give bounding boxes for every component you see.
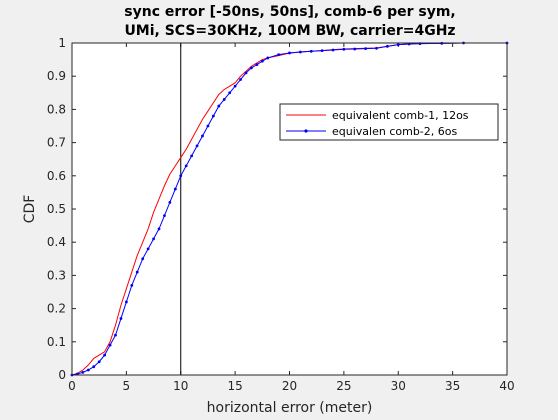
data-point [168, 200, 172, 204]
legend-label: equivalent comb-1, 12os [332, 109, 469, 122]
legend-marker [304, 129, 308, 133]
data-point [124, 300, 128, 304]
x-axis-label: horizontal error (meter) [207, 400, 373, 416]
data-point [288, 51, 291, 55]
x-tick-label: 5 [123, 379, 131, 393]
y-tick-label: 0 [58, 368, 66, 382]
data-point [97, 360, 101, 364]
data-point [146, 247, 150, 251]
x-tick-label: 0 [68, 379, 76, 393]
y-tick-label: 0.6 [47, 169, 66, 183]
data-point [375, 46, 378, 50]
data-point [195, 144, 199, 148]
data-point [119, 317, 123, 320]
data-point [92, 365, 96, 369]
data-point [298, 50, 302, 54]
data-point [157, 227, 161, 231]
data-point [239, 78, 242, 81]
x-tick-label: 15 [227, 379, 242, 393]
data-point [179, 174, 183, 178]
y-tick-label: 0.3 [47, 268, 66, 282]
data-point [103, 353, 107, 357]
data-point [135, 270, 139, 274]
series-layer [70, 41, 509, 377]
data-point [309, 49, 313, 53]
data-point [353, 47, 357, 51]
legend-label: equivalen comb-2, 6os [332, 125, 457, 138]
plot-area [72, 43, 507, 375]
data-point [108, 343, 112, 347]
data-point [244, 71, 248, 75]
legend-box [279, 103, 499, 141]
data-point [114, 333, 117, 337]
data-point [86, 368, 90, 372]
data-point [190, 154, 194, 158]
x-tick-label: 25 [336, 379, 351, 393]
data-point [130, 283, 134, 287]
y-tick-label: 1 [58, 36, 66, 50]
x-tick-labels: 0 5 10 15 20 25 30 35 40 [68, 379, 514, 393]
data-point [364, 47, 368, 51]
chart-title: sync error [-50ns, 50ns], comb-6 per sym… [124, 4, 455, 20]
data-point [342, 47, 346, 51]
y-tick-label: 0.2 [47, 302, 66, 316]
x-tick-label: 40 [499, 379, 514, 393]
data-point [201, 134, 204, 138]
y-tick-labels: 0 0.1 0.2 0.3 0.4 0.5 0.6 0.7 0.8 0.9 1 [47, 36, 66, 382]
data-point [331, 48, 335, 52]
data-point [260, 59, 264, 63]
y-tick-label: 0.1 [47, 335, 66, 349]
y-tick-label: 0.4 [47, 235, 66, 249]
x-tick-label: 30 [391, 379, 406, 393]
data-point [396, 43, 400, 47]
data-point [277, 53, 281, 57]
plot-frame [71, 42, 508, 376]
chart-subtitle: UMi, SCS=30KHz, 100M BW, carrier=4GHz [124, 23, 455, 39]
data-point [81, 370, 85, 374]
x-tick-label: 35 [445, 379, 460, 393]
data-point [320, 49, 324, 53]
y-axis-label: CDF [22, 195, 38, 224]
y-tick-label: 0.8 [47, 102, 66, 116]
data-point [250, 66, 253, 70]
data-point [173, 187, 177, 191]
data-point [184, 164, 188, 168]
x-tick-label: 20 [282, 379, 297, 393]
series-line [71, 42, 507, 376]
y-tick-label: 0.5 [47, 202, 66, 216]
data-point [228, 91, 232, 95]
series-2 [70, 41, 509, 377]
data-point [206, 124, 210, 128]
data-point [266, 56, 270, 60]
data-point [255, 63, 259, 66]
data-point [222, 98, 226, 101]
data-point [152, 237, 155, 241]
data-point [141, 257, 145, 261]
y-tick-label: 0.7 [47, 136, 66, 150]
y-tick-label: 0.9 [47, 69, 66, 83]
data-point [163, 214, 166, 218]
legend: equivalent comb-1, 12os equivalen comb-2,… [279, 103, 499, 141]
data-point [385, 44, 389, 48]
x-tick-label: 10 [173, 379, 188, 393]
data-point [233, 84, 237, 88]
data-point [217, 104, 221, 108]
data-point [211, 114, 215, 118]
